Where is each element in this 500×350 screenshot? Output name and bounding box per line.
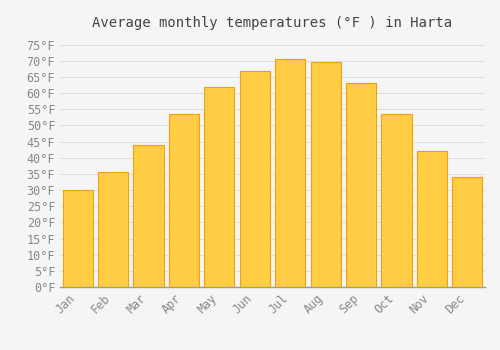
Bar (204, 87, 234, 287)
Bar (134, 145, 164, 287)
Bar (275, 59, 306, 287)
Bar (62, 190, 93, 287)
Bar (417, 151, 447, 287)
Bar (240, 71, 270, 287)
Bar (98, 172, 128, 287)
Bar (452, 177, 482, 287)
Bar (169, 114, 199, 287)
Bar (382, 114, 412, 287)
Bar (310, 62, 340, 287)
Title: Average monthly temperatures (°F ) in Harta: Average monthly temperatures (°F ) in Ha… (92, 16, 452, 30)
Bar (346, 83, 376, 287)
